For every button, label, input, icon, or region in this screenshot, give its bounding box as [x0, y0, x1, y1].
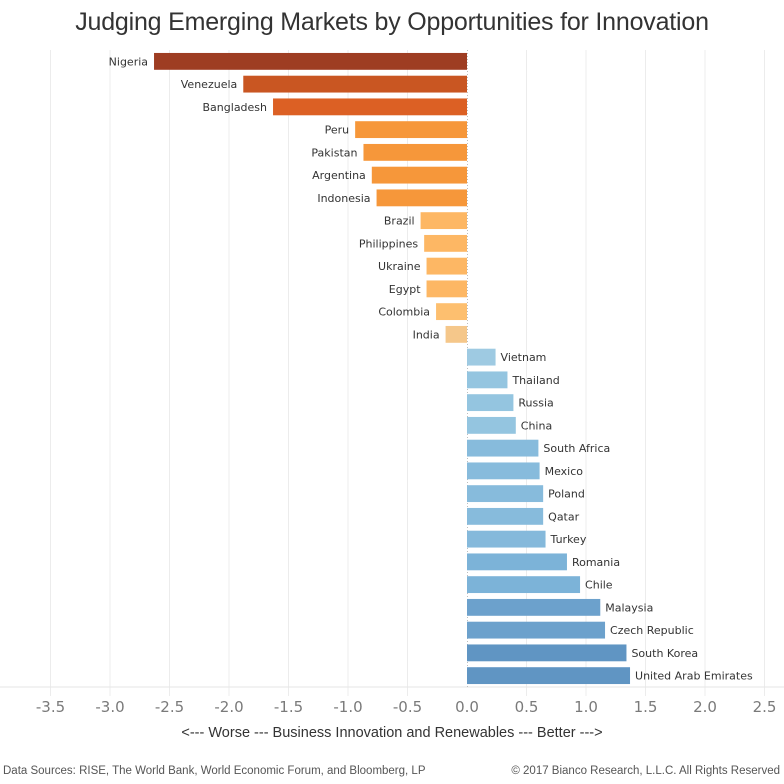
- bar-label: Ukraine: [378, 260, 421, 273]
- bar-label: China: [521, 419, 552, 432]
- bar[interactable]: [445, 325, 467, 343]
- bar-label: Malaysia: [605, 601, 653, 614]
- bar[interactable]: [371, 166, 467, 184]
- bar[interactable]: [424, 234, 467, 252]
- bar[interactable]: [273, 98, 467, 116]
- bar-label: Nigeria: [109, 55, 148, 68]
- bar[interactable]: [467, 553, 567, 571]
- bar-label: Czech Republic: [610, 624, 694, 637]
- gridlines: [0, 50, 784, 696]
- x-tick-label: -1.5: [274, 698, 303, 716]
- x-tick-label: -0.5: [393, 698, 422, 716]
- bar[interactable]: [467, 576, 581, 594]
- bar-label: United Arab Emirates: [635, 670, 753, 683]
- bar[interactable]: [436, 303, 467, 321]
- bar-label: Egypt: [389, 283, 421, 296]
- bar[interactable]: [467, 644, 627, 662]
- bar[interactable]: [154, 52, 467, 70]
- data-sources: Data Sources: RISE, The World Bank, Worl…: [3, 765, 426, 777]
- bar-label: India: [413, 328, 440, 341]
- bar-label: Romania: [572, 556, 620, 569]
- x-tick-label: -3.5: [36, 698, 65, 716]
- bar[interactable]: [467, 621, 606, 639]
- bar-label: Mexico: [545, 465, 584, 478]
- bar-label: Turkey: [550, 533, 587, 546]
- bar-label: Venezuela: [181, 78, 238, 91]
- x-tick-label: -3.0: [95, 698, 124, 716]
- copyright: © 2017 Bianco Research, L.L.C. All Right…: [511, 765, 780, 777]
- bar[interactable]: [243, 75, 467, 93]
- x-axis-label: <--- Worse --- Business Innovation and R…: [181, 725, 603, 741]
- bar-label: Brazil: [384, 215, 415, 228]
- bar-labels: Nigeria Venezuela Bangladesh Peru Pakistan Ar…: [109, 55, 753, 682]
- bar-label: Bangladesh: [203, 101, 268, 114]
- bar-label: Argentina: [312, 169, 366, 182]
- bar[interactable]: [467, 348, 496, 366]
- x-tick-label: 2.0: [693, 698, 717, 716]
- bar-label: Philippines: [359, 237, 419, 250]
- x-tick-label: 2.5: [753, 698, 777, 716]
- bar[interactable]: [467, 485, 544, 503]
- bar-label: Poland: [548, 488, 585, 501]
- bar-label: Qatar: [548, 510, 579, 523]
- bar-label: Chile: [585, 579, 613, 592]
- bar[interactable]: [420, 212, 467, 230]
- bar[interactable]: [467, 530, 546, 548]
- chart-title: Judging Emerging Markets by Opportunitie…: [75, 8, 709, 36]
- bar[interactable]: [467, 462, 540, 480]
- bar[interactable]: [467, 394, 514, 412]
- bar-label: Pakistan: [311, 146, 357, 159]
- bar-label: Thailand: [511, 374, 559, 387]
- bar-label: Colombia: [378, 306, 430, 319]
- bar[interactable]: [363, 143, 467, 161]
- bar[interactable]: [355, 121, 467, 139]
- bar[interactable]: [467, 371, 508, 389]
- bar[interactable]: [376, 189, 467, 207]
- bar-label: Russia: [518, 397, 553, 410]
- bar-label: Peru: [325, 124, 350, 137]
- bar-label: Indonesia: [317, 192, 370, 205]
- x-tick-label: 0.0: [455, 698, 479, 716]
- bar[interactable]: [426, 257, 467, 275]
- x-tick-label: 1.0: [574, 698, 598, 716]
- bars: [154, 52, 631, 685]
- x-tick-label: 1.5: [634, 698, 658, 716]
- bar[interactable]: [467, 439, 539, 457]
- x-tick-label: -2.5: [155, 698, 184, 716]
- bar[interactable]: [467, 667, 631, 685]
- bar[interactable]: [467, 507, 544, 525]
- x-tick-label: -1.0: [333, 698, 362, 716]
- x-tick-label: 0.5: [515, 698, 539, 716]
- bar[interactable]: [467, 416, 516, 434]
- bar[interactable]: [426, 280, 467, 298]
- bar-label: South Africa: [543, 442, 610, 455]
- bar-label: Vietnam: [501, 351, 547, 364]
- bar[interactable]: [467, 598, 601, 616]
- x-tick-label: -2.0: [214, 698, 243, 716]
- bar-label: South Korea: [631, 647, 698, 660]
- x-axis-ticks: -3.5 -3.0 -2.5 -2.0 -1.5 -1.0 -0.5 0.0 0.5 1.0 1.5…: [36, 698, 777, 716]
